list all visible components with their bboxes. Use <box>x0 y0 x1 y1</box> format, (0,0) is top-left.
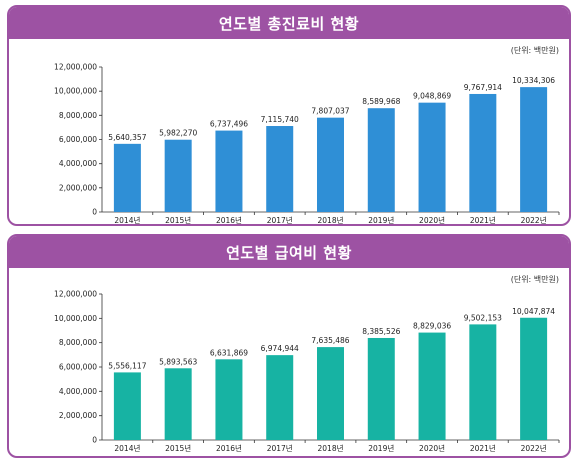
y-tick-label: 12,000,000 <box>54 290 97 299</box>
bar <box>469 93 497 212</box>
x-category-label: 2014년 <box>114 215 140 224</box>
bar <box>266 126 294 212</box>
bar <box>367 337 395 440</box>
bar <box>367 108 395 212</box>
x-category-label: 2019년 <box>368 215 394 224</box>
data-label: 9,767,914 <box>464 83 502 92</box>
y-tick-label: 2,000,000 <box>59 183 97 192</box>
x-category-label: 2022년 <box>521 443 547 453</box>
y-tick-label: 6,000,000 <box>59 135 97 144</box>
data-label: 5,640,357 <box>108 133 146 142</box>
unit-label: (단위: 백만원) <box>510 46 559 55</box>
x-category-label: 2021년 <box>470 215 496 224</box>
x-category-label: 2021년 <box>470 443 496 453</box>
chart-title: 연도별 총진료비 현황 <box>9 7 569 39</box>
y-tick-label: 8,000,000 <box>59 111 97 120</box>
y-tick-label: 12,000,000 <box>54 63 97 72</box>
data-label: 5,556,117 <box>108 361 146 370</box>
data-label: 5,982,270 <box>159 129 197 138</box>
bar <box>520 87 548 212</box>
y-tick-label: 6,000,000 <box>59 363 97 372</box>
y-tick-label: 10,000,000 <box>54 314 97 323</box>
data-label: 6,737,496 <box>210 120 248 129</box>
data-label: 7,635,486 <box>311 336 349 345</box>
y-tick-label: 0 <box>92 436 97 445</box>
y-tick-label: 4,000,000 <box>59 159 97 168</box>
y-tick-label: 0 <box>92 208 97 217</box>
bar <box>317 117 344 212</box>
y-tick-label: 4,000,000 <box>59 387 97 396</box>
x-category-label: 2017년 <box>267 215 293 224</box>
data-label: 10,047,874 <box>512 307 555 316</box>
data-label: 7,807,037 <box>311 107 349 116</box>
bar <box>317 347 344 440</box>
bar <box>266 355 294 440</box>
y-tick-label: 10,000,000 <box>54 87 97 96</box>
bar <box>418 102 446 212</box>
bar <box>113 143 141 212</box>
data-label: 6,631,869 <box>210 348 248 357</box>
x-category-label: 2015년 <box>165 215 191 224</box>
bar <box>520 317 548 440</box>
y-tick-label: 2,000,000 <box>59 411 97 420</box>
data-label: 9,502,153 <box>464 313 502 322</box>
x-category-label: 2017년 <box>267 443 293 453</box>
data-label: 8,385,526 <box>362 327 400 336</box>
data-label: 10,334,306 <box>512 76 555 85</box>
bar-chart-benefit-expense: 0 2,000,000 4,000,000 6,000,000 8,000,000 10,… <box>54 290 560 453</box>
unit-label: (단위: 백만원) <box>510 275 559 284</box>
benefit-expense-panel: 연도별 급여비 현황 (단위: 백만원) 0 2,000,000 4,000,000… <box>7 234 571 458</box>
x-category-label: 2018년 <box>318 443 344 453</box>
x-category-label: 2020년 <box>419 215 445 224</box>
bar <box>164 139 192 212</box>
bar <box>164 368 192 440</box>
data-label: 6,974,944 <box>261 344 299 353</box>
x-category-label: 2019년 <box>368 443 394 453</box>
data-label: 5,893,563 <box>159 357 197 366</box>
bar <box>215 130 243 212</box>
x-category-label: 2018년 <box>318 215 344 224</box>
data-label: 7,115,740 <box>261 115 299 124</box>
bar-chart-total-medical-expense: 0 2,000,000 4,000,000 6,000,000 8,000,000 10,… <box>54 63 560 224</box>
x-category-label: 2022년 <box>521 215 547 224</box>
data-label: 8,589,968 <box>362 97 400 106</box>
bar <box>113 372 141 440</box>
x-category-label: 2020년 <box>419 443 445 453</box>
bar <box>418 332 446 440</box>
x-category-label: 2015년 <box>165 443 191 453</box>
data-label: 8,829,036 <box>413 322 451 331</box>
x-category-label: 2016년 <box>216 443 242 453</box>
y-tick-label: 8,000,000 <box>59 338 97 347</box>
total-medical-expense-panel: 연도별 총진료비 현황 (단위: 백만원) 0 2,000,000 4,000,00… <box>7 5 571 226</box>
chart-title: 연도별 급여비 현황 <box>9 236 569 268</box>
data-label: 9,048,869 <box>413 92 451 101</box>
x-category-label: 2014년 <box>114 443 140 453</box>
bar <box>215 359 243 440</box>
x-category-label: 2016년 <box>216 215 242 224</box>
bar <box>469 324 497 440</box>
